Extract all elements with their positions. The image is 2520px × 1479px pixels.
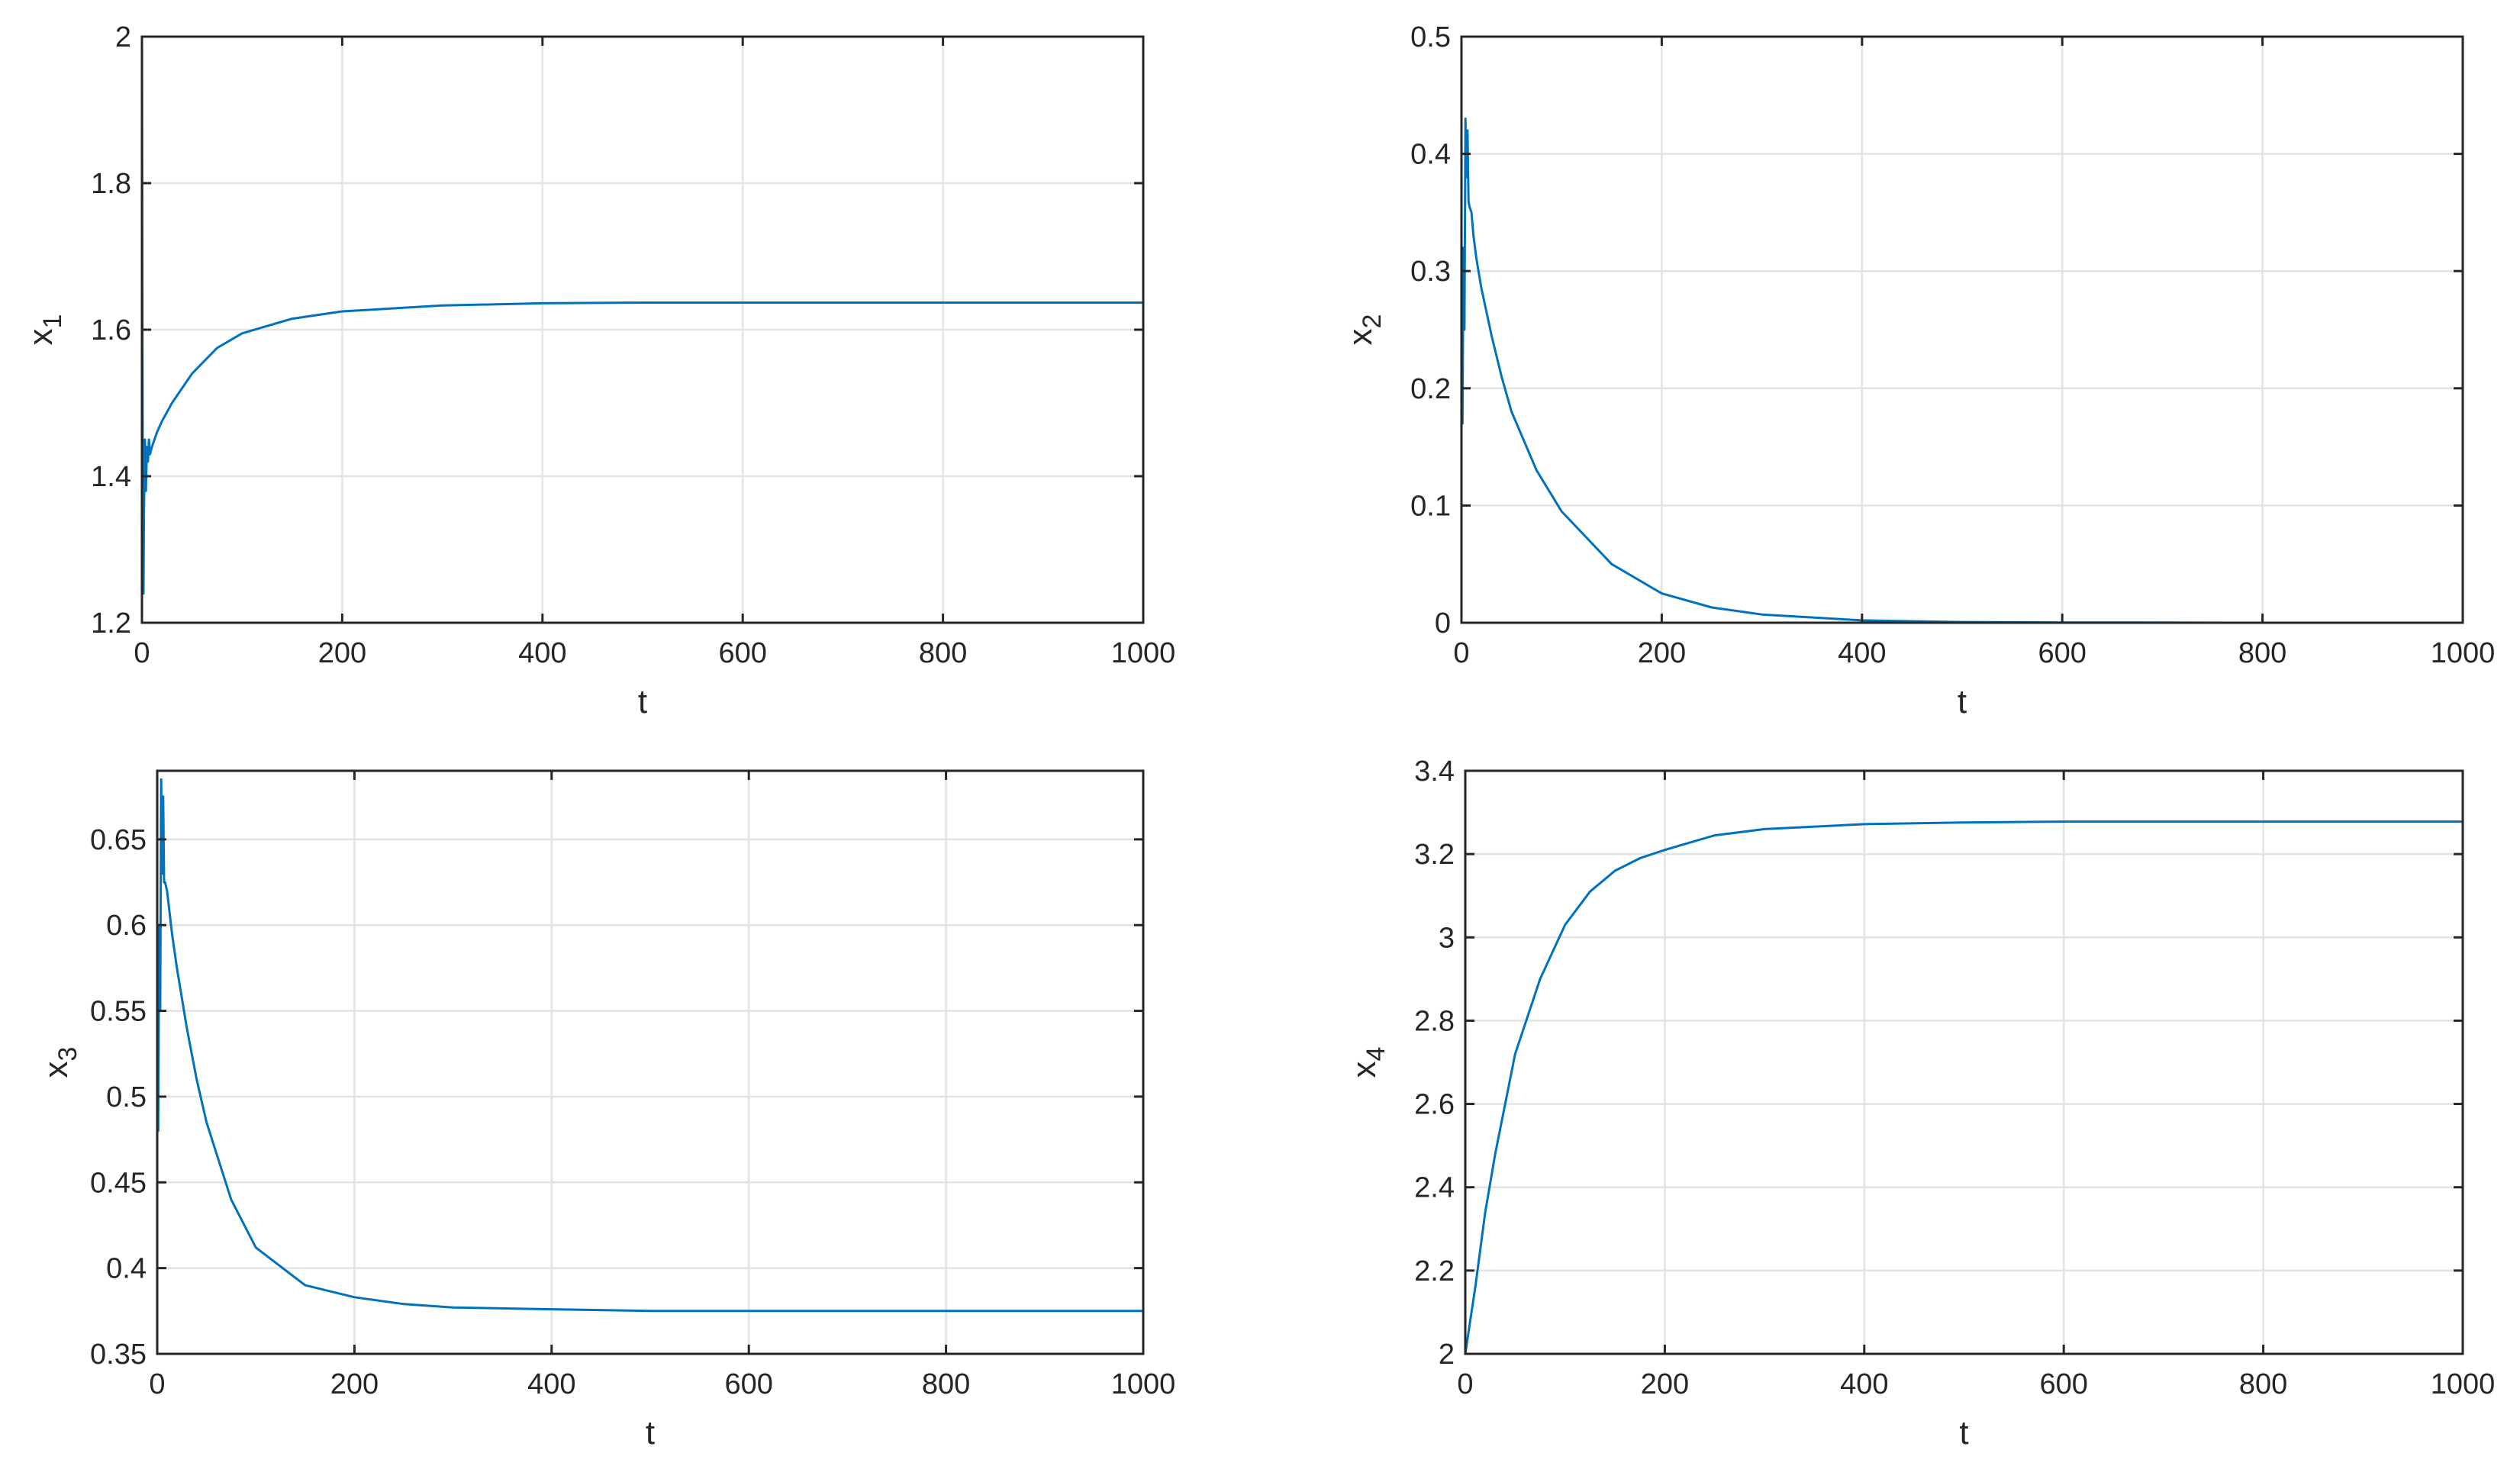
x-tick-label: 600 xyxy=(2038,637,2086,669)
y-tick-label: 2 xyxy=(115,21,131,53)
x-tick-label: 800 xyxy=(922,1368,970,1400)
series-line-x1 xyxy=(140,36,1143,595)
subplot-3: 0 200 400 600 800 1000 0.35 0.4 0.45 0.5 0.55 0.6 0.… xyxy=(37,769,1176,1452)
y-tick-label: 0.5 xyxy=(106,1081,147,1113)
y-tick-label: 2.6 xyxy=(1414,1089,1455,1121)
y-axis-label-subscript: 3 xyxy=(53,1047,82,1062)
x-tick-label: 0 xyxy=(1457,1368,1473,1400)
y-tick-label: 0.45 xyxy=(90,1167,147,1199)
subplot-2: 0 200 400 600 800 1000 0 0.1 0.2 0.3 0.4 0.5 t x2 xyxy=(1342,21,2495,720)
x-tick-label: 800 xyxy=(2238,637,2286,669)
y-tick-label: 0.2 xyxy=(1410,373,1451,405)
x-tick-label: 600 xyxy=(718,637,766,669)
y-tick-label: 0.65 xyxy=(90,824,147,856)
y-tick-label: 2.2 xyxy=(1414,1255,1455,1287)
y-tick-label: 3.4 xyxy=(1414,756,1455,788)
y-tick-label: 2.8 xyxy=(1414,1005,1455,1037)
x-axis-label: t xyxy=(1959,1414,1968,1452)
y-tick-label: 3.2 xyxy=(1414,839,1455,871)
x-axis-label: t xyxy=(646,1414,655,1452)
y-tick-label: 0.55 xyxy=(90,996,147,1028)
y-axis-label-subscript: 4 xyxy=(1362,1047,1391,1062)
x-tick-label: 800 xyxy=(919,637,967,669)
y-axis-label-base: x xyxy=(1342,328,1379,345)
y-tick-label: 0.4 xyxy=(106,1253,147,1285)
x-tick-label: 600 xyxy=(724,1368,772,1400)
x-tick-label: 200 xyxy=(1638,637,1686,669)
axes-box xyxy=(1460,35,2464,624)
x-tick-label: 1000 xyxy=(1111,637,1176,669)
subplot-4: 0 200 400 600 800 1000 2 2.2 2.4 2.6 2.8 3 3.2 3.4 t x4 xyxy=(1345,756,2495,1452)
y-tick-label: 0.35 xyxy=(90,1339,147,1371)
y-tick-label: 0.4 xyxy=(1410,139,1451,171)
y-tick-label: 3 xyxy=(1439,922,1455,954)
y-axis-label-base: x xyxy=(37,1061,75,1078)
x-tick-label: 0 xyxy=(134,637,150,669)
x-tick-label: 200 xyxy=(318,637,366,669)
y-tick-label: 0.3 xyxy=(1410,256,1451,288)
x-tick-label: 400 xyxy=(518,637,566,669)
x-tick-label: 400 xyxy=(1840,1368,1888,1400)
series-line-x3 xyxy=(156,778,1143,1313)
y-tick-label: 1.6 xyxy=(91,314,131,346)
plot-area xyxy=(1461,37,2463,623)
x-tick-label: 0 xyxy=(149,1368,165,1400)
subplot-1: 0 200 400 600 800 1000 1.2 1.4 1.6 1.8 2 t x1 xyxy=(22,21,1175,720)
x-tick-label: 200 xyxy=(330,1368,379,1400)
x-tick-label: 0 xyxy=(1453,637,1469,669)
x-tick-label: 400 xyxy=(1838,637,1886,669)
y-axis-label-base: x xyxy=(1345,1061,1383,1078)
plot-area xyxy=(157,771,1143,1354)
y-tick-label: 1.4 xyxy=(91,461,131,493)
y-tick-label: 2 xyxy=(1439,1339,1455,1371)
y-axis-label-subscript: 2 xyxy=(1358,314,1387,329)
axes-box xyxy=(156,769,1145,1355)
x-axis-label: t xyxy=(1958,683,1967,720)
y-axis-label-base: x xyxy=(22,328,60,345)
y-tick-label: 1.8 xyxy=(91,168,131,200)
x-tick-label: 1000 xyxy=(2431,637,2496,669)
series-line-x4 xyxy=(1464,820,2463,1355)
plot-area xyxy=(1465,771,2463,1354)
x-tick-label: 1000 xyxy=(1111,1368,1176,1400)
y-tick-label: 0.6 xyxy=(106,910,147,942)
y-axis-label-subscript: 1 xyxy=(38,314,67,329)
axes-box xyxy=(1464,769,2464,1355)
y-tick-label: 0.5 xyxy=(1410,21,1451,53)
y-tick-label: 0.1 xyxy=(1410,490,1451,522)
x-tick-label: 800 xyxy=(2239,1368,2287,1400)
y-axis-label: x3 xyxy=(37,1047,82,1078)
y-axis-label: x2 xyxy=(1342,314,1387,346)
x-tick-label: 600 xyxy=(2039,1368,2087,1400)
y-axis-label: x4 xyxy=(1345,1047,1391,1078)
y-axis-label: x1 xyxy=(22,314,67,346)
x-tick-label: 400 xyxy=(527,1368,575,1400)
y-tick-label: 0 xyxy=(1435,607,1451,640)
y-tick-label: 2.4 xyxy=(1414,1172,1455,1204)
x-axis-label: t xyxy=(638,683,647,720)
series-line-x2 xyxy=(1460,118,2463,624)
x-tick-label: 1000 xyxy=(2431,1368,2496,1400)
y-tick-label: 1.2 xyxy=(91,607,131,640)
x-tick-label: 200 xyxy=(1641,1368,1689,1400)
